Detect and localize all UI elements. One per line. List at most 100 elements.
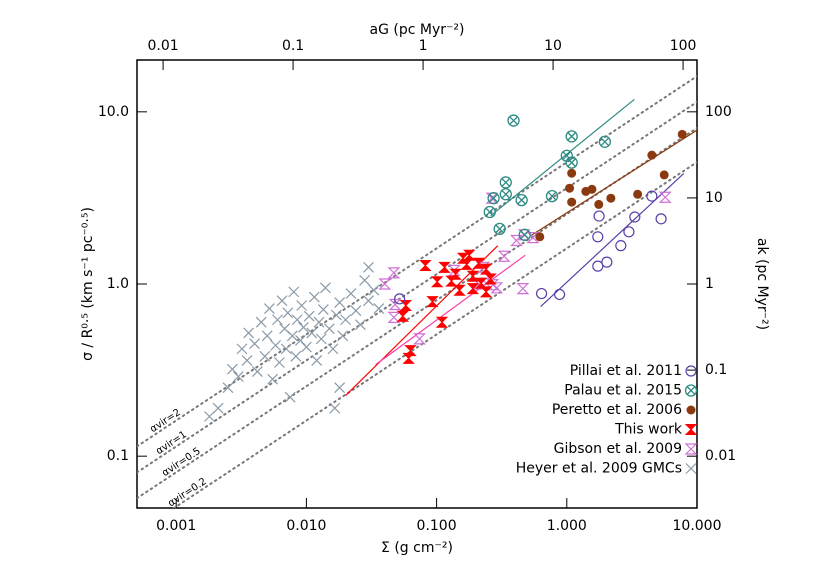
scatter-point bbox=[296, 300, 308, 311]
scatter-point bbox=[474, 277, 488, 289]
legend-marker bbox=[684, 443, 698, 455]
y-axis-label: σ / R⁰·⁵ (km s⁻¹ pc⁻⁰·⁵) bbox=[80, 207, 96, 361]
scatter-point bbox=[515, 194, 528, 207]
scatter-point bbox=[327, 343, 339, 355]
x-tick-label: 10.000 bbox=[673, 518, 722, 534]
scatter-point bbox=[598, 135, 612, 148]
reference-line-label: αvir=1 bbox=[154, 429, 189, 457]
scatter-point bbox=[317, 304, 329, 316]
scatter-point bbox=[594, 199, 604, 209]
x2-axis-label: aG (pc Myr⁻²) bbox=[370, 22, 465, 38]
scatter-point bbox=[298, 321, 309, 333]
scatter-point bbox=[226, 363, 238, 375]
x-axis-label: Σ (g cm⁻²) bbox=[381, 540, 453, 556]
scatter-point bbox=[355, 319, 366, 331]
scatter-point bbox=[387, 311, 401, 323]
scatter-point bbox=[518, 228, 531, 241]
scatter-point bbox=[259, 350, 271, 362]
scatter-point bbox=[677, 129, 687, 139]
scatter-point bbox=[329, 402, 341, 414]
reference-line-label: αvir=2 bbox=[148, 407, 183, 435]
scatter-point bbox=[438, 261, 451, 273]
scatter-point bbox=[373, 303, 385, 314]
scatter-point bbox=[462, 249, 476, 261]
scatter-point bbox=[288, 286, 300, 298]
scatter-point bbox=[222, 382, 234, 394]
scatter-point bbox=[280, 343, 292, 355]
plot-area bbox=[137, 75, 697, 508]
scatter-point bbox=[345, 288, 357, 299]
scatter-point bbox=[567, 168, 577, 178]
x-tick-label: 0.010 bbox=[286, 518, 326, 534]
x2-tick-label: 0.01 bbox=[147, 38, 178, 54]
scatter-point bbox=[308, 291, 320, 303]
scatter-point bbox=[290, 350, 302, 362]
scatter-point bbox=[236, 343, 248, 355]
scatter-point bbox=[204, 411, 215, 422]
scatter-point bbox=[419, 260, 432, 272]
scatter-point bbox=[303, 310, 315, 322]
scatter-point bbox=[261, 330, 273, 342]
scatter-point bbox=[394, 293, 406, 305]
scatter-point bbox=[387, 267, 401, 279]
scatter-point bbox=[350, 305, 362, 317]
legend-marker bbox=[684, 384, 698, 397]
legend-label: Gibson et al. 2009 bbox=[554, 441, 682, 457]
scatter-point bbox=[270, 339, 282, 351]
legend-marker bbox=[685, 463, 697, 474]
y2-tick-label: 1 bbox=[705, 276, 714, 292]
scatter-point bbox=[565, 130, 578, 143]
scatter-point bbox=[592, 231, 604, 243]
scatter-point bbox=[499, 176, 512, 189]
scatter-point bbox=[460, 258, 473, 270]
scatter-point bbox=[509, 234, 523, 247]
scatter-point bbox=[435, 316, 449, 328]
scatter-point bbox=[497, 250, 511, 262]
scatter-point bbox=[388, 298, 402, 311]
scatter-point bbox=[655, 213, 667, 225]
scatter-point bbox=[249, 338, 261, 350]
scatter-point bbox=[466, 283, 480, 295]
scatter-point bbox=[323, 323, 335, 335]
scatter-point bbox=[359, 274, 371, 286]
fit-line bbox=[375, 254, 526, 366]
scatter-point bbox=[334, 297, 346, 309]
y-tick-label: 1.0 bbox=[107, 276, 129, 292]
x-tick-label: 0.001 bbox=[156, 518, 196, 534]
scatter-point bbox=[430, 276, 444, 288]
scatter-point bbox=[399, 300, 413, 312]
scatter-point bbox=[340, 314, 352, 326]
scatter-point bbox=[658, 191, 672, 203]
scatter-point bbox=[337, 330, 349, 342]
legend-label: This work bbox=[614, 422, 683, 438]
scatter-point bbox=[284, 391, 296, 403]
y2-tick-label: 0.01 bbox=[705, 448, 736, 464]
legend-marker bbox=[686, 405, 696, 415]
scatter-point bbox=[232, 371, 244, 382]
scatter-point bbox=[272, 314, 283, 326]
scatter-point bbox=[263, 303, 275, 314]
scatter-point bbox=[241, 354, 253, 366]
scatter-point bbox=[567, 197, 577, 207]
reference-line bbox=[172, 161, 697, 508]
scatter-point bbox=[535, 232, 545, 242]
scatter-point bbox=[659, 170, 669, 180]
scatter-point bbox=[396, 310, 409, 322]
scatter-point bbox=[453, 284, 466, 296]
legend-marker bbox=[685, 365, 697, 377]
legend-label: Peretto et al. 2006 bbox=[552, 402, 682, 418]
scatter-point bbox=[499, 188, 512, 201]
scatter-point bbox=[535, 288, 548, 300]
y2-tick-label: 10 bbox=[705, 190, 723, 206]
scatter-point bbox=[291, 314, 303, 326]
scatter-point bbox=[646, 190, 658, 202]
scatter-point bbox=[472, 257, 485, 269]
fit-line bbox=[345, 245, 499, 396]
legend-label: Pillai et al. 2011 bbox=[570, 363, 682, 379]
scatter-point bbox=[300, 341, 312, 353]
scatter-point bbox=[306, 327, 318, 339]
scatter-point bbox=[445, 275, 458, 287]
scatter-point bbox=[479, 286, 493, 298]
scatter-point bbox=[313, 316, 325, 328]
